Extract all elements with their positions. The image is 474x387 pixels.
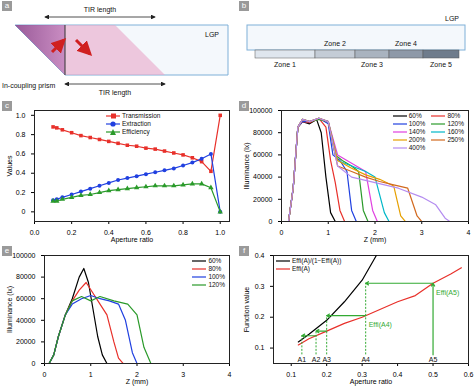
svg-text:4: 4 [228, 371, 232, 378]
svg-text:0: 0 [280, 229, 284, 236]
svg-text:A1: A1 [298, 356, 307, 363]
svg-text:0: 0 [32, 360, 36, 367]
svg-text:Zone 2: Zone 2 [324, 40, 346, 47]
svg-text:Illuminance (lx): Illuminance (lx) [6, 286, 14, 333]
svg-text:0.0: 0.0 [30, 229, 40, 236]
svg-text:Aperture ratio: Aperture ratio [350, 378, 393, 386]
html-text:60%: 60% [408, 112, 422, 119]
svg-text:0.1: 0.1 [286, 371, 296, 378]
svg-text:1.0: 1.0 [215, 229, 225, 236]
html-text:60%: 60% [208, 257, 222, 264]
svg-text:Function value: Function value [243, 287, 250, 333]
svg-text:100000: 100000 [12, 252, 35, 259]
svg-text:0.3: 0.3 [357, 371, 367, 379]
html-text:140%: 140% [408, 128, 426, 135]
svg-text:Effi(A4): Effi(A4) [369, 321, 392, 329]
svg-text:0.2: 0.2 [255, 313, 265, 320]
html-text:d: d [241, 101, 247, 110]
svg-text:0.2: 0.2 [67, 229, 77, 236]
svg-text:0.4: 0.4 [393, 371, 403, 378]
svg-text:In-coupling prism: In-coupling prism [2, 82, 55, 90]
html-text:e: e [4, 246, 10, 255]
svg-text:A2: A2 [312, 356, 321, 363]
svg-text:40000: 40000 [16, 317, 36, 324]
svg-text:TIR length: TIR length [99, 89, 131, 97]
html-text:160%: 160% [447, 128, 464, 135]
svg-text:3: 3 [181, 371, 185, 378]
html-text:250%: 250% [447, 136, 464, 143]
svg-text:0: 0 [43, 371, 47, 378]
svg-text:40000: 40000 [253, 173, 273, 180]
svg-text:4: 4 [467, 229, 471, 236]
html-text:Effi(A)/(1−Effi(A)): Effi(A)/(1−Effi(A)) [292, 257, 342, 264]
svg-text:A4: A4 [361, 356, 370, 363]
html-text:f: f [242, 246, 246, 255]
html-text:100%: 100% [208, 273, 225, 280]
svg-text:0.6: 0.6 [141, 229, 151, 237]
svg-text:1.0: 1.0 [16, 112, 26, 119]
svg-text:Zone 3: Zone 3 [361, 61, 383, 68]
html-text:400%: 400% [408, 144, 426, 151]
svg-text:Aperture ratio: Aperture ratio [111, 236, 154, 244]
svg-text:Values: Values [6, 155, 13, 176]
html-text:Extraction: Extraction [122, 120, 151, 127]
svg-text:0.4: 0.4 [103, 229, 114, 237]
html-text:Effi(A): Effi(A) [292, 265, 310, 272]
svg-text:0.6: 0.6 [464, 371, 474, 378]
html-text:200%: 200% [408, 136, 426, 143]
svg-text:LGP: LGP [205, 31, 219, 38]
svg-text:1: 1 [89, 371, 93, 378]
svg-text:0.2: 0.2 [322, 371, 332, 378]
svg-text:TIR length: TIR length [84, 6, 116, 14]
svg-text:100000: 100000 [249, 107, 272, 114]
svg-text:60000: 60000 [253, 151, 273, 158]
html-text:120%: 120% [208, 281, 225, 288]
svg-text:80000: 80000 [253, 129, 273, 136]
svg-text:0.2: 0.2 [16, 189, 26, 196]
html-text:Efficiency: Efficiency [122, 128, 150, 135]
svg-text:0.5: 0.5 [428, 371, 438, 378]
html-text:Transmission: Transmission [122, 112, 161, 119]
svg-text:Zone 4: Zone 4 [395, 40, 417, 47]
svg-text:20000: 20000 [16, 338, 36, 345]
html-text:120%: 120% [447, 120, 464, 127]
html-text:100%: 100% [408, 120, 426, 127]
svg-text:20000: 20000 [253, 196, 273, 203]
svg-text:3: 3 [420, 229, 424, 236]
html-text:c: c [5, 101, 9, 110]
svg-text:0.4: 0.4 [255, 252, 265, 259]
svg-text:Zone 1: Zone 1 [274, 61, 296, 68]
svg-text:2: 2 [135, 371, 139, 379]
svg-text:80000: 80000 [16, 273, 36, 280]
html-text:80%: 80% [208, 265, 222, 272]
svg-text:0: 0 [269, 218, 273, 225]
svg-text:2: 2 [373, 229, 377, 237]
svg-text:0.3: 0.3 [255, 283, 265, 290]
svg-text:A5: A5 [429, 356, 438, 363]
svg-text:0: 0 [22, 208, 26, 215]
svg-text:0.4: 0.4 [16, 169, 26, 176]
svg-text:0.6: 0.6 [16, 150, 26, 157]
html-text:80%: 80% [447, 112, 461, 119]
html-text:a: a [4, 1, 10, 10]
svg-text:60000: 60000 [16, 295, 36, 302]
svg-text:0.8: 0.8 [16, 131, 26, 138]
svg-text:Illuminance (lx): Illuminance (lx) [243, 142, 251, 189]
svg-text:Effi(A5): Effi(A5) [436, 289, 459, 297]
svg-text:Z (mm): Z (mm) [364, 236, 387, 244]
svg-text:0.8: 0.8 [178, 229, 188, 236]
svg-text:Zone 5: Zone 5 [430, 61, 452, 68]
svg-text:A3: A3 [322, 356, 331, 363]
svg-text:0.1: 0.1 [255, 344, 265, 351]
svg-text:LGP: LGP [445, 15, 459, 22]
html-text:b: b [241, 1, 247, 10]
svg-text:Z (mm): Z (mm) [126, 378, 149, 386]
svg-text:1: 1 [326, 229, 330, 236]
